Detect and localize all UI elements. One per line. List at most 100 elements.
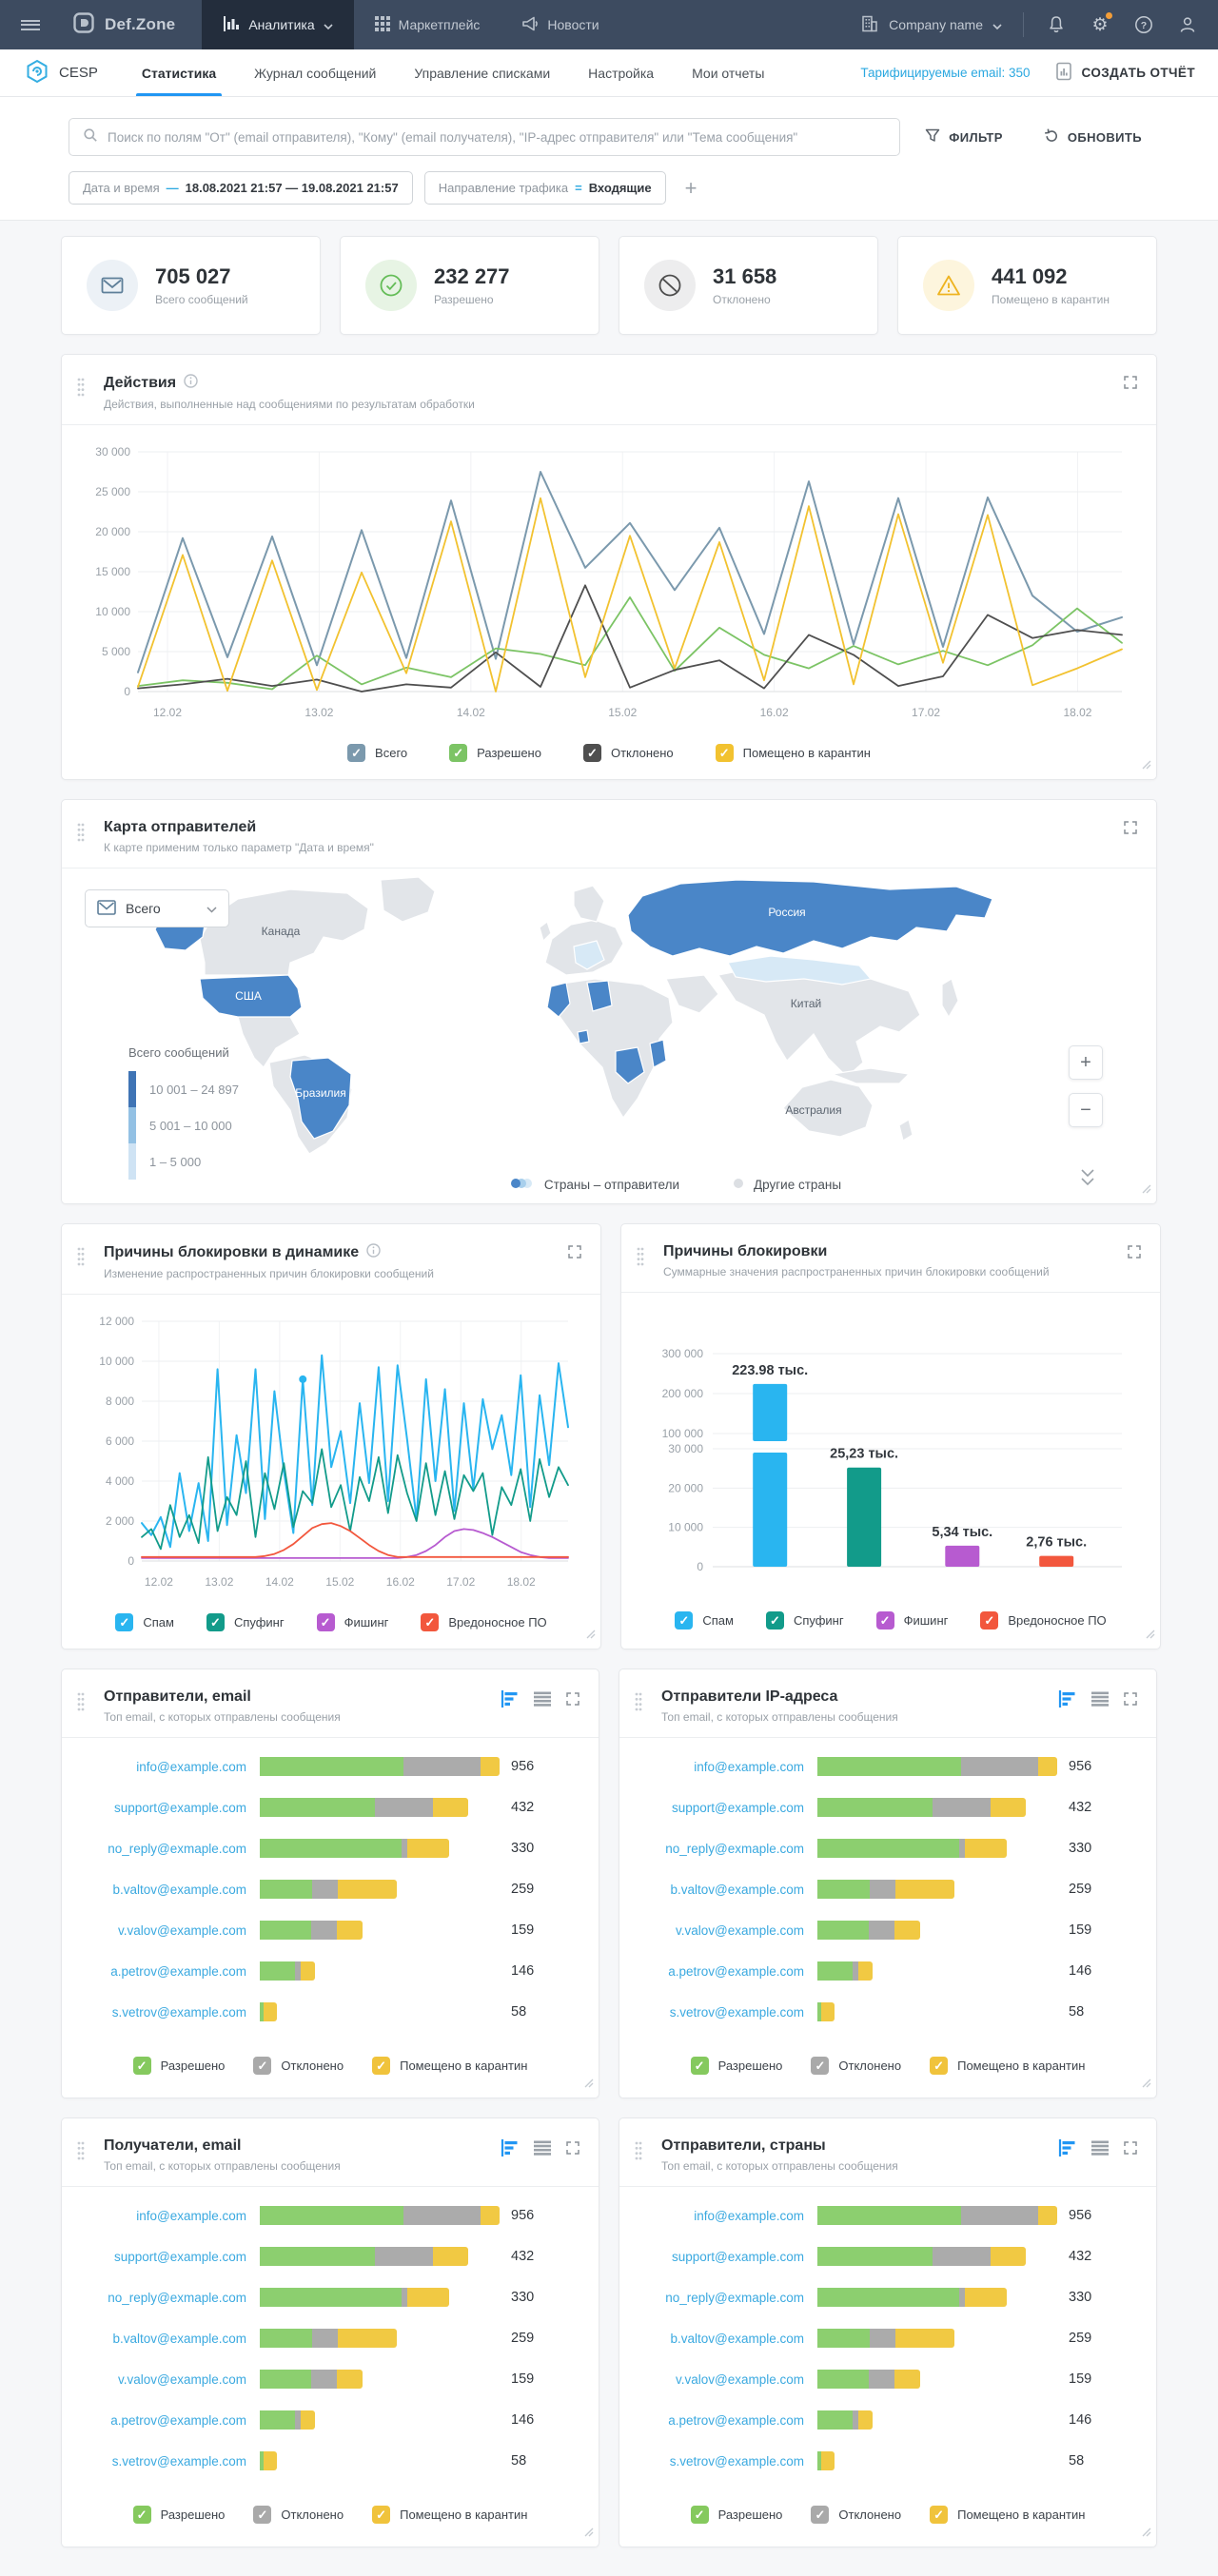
resize-handle[interactable] xyxy=(1142,2525,1151,2542)
email-link[interactable]: b.valtov@example.com xyxy=(670,2331,804,2346)
legend-checkbox-item[interactable]: ✓ Разрешено xyxy=(132,2506,225,2524)
bar-view-icon[interactable] xyxy=(501,1690,519,1708)
nav-item-news[interactable]: Новости xyxy=(501,0,619,49)
legend-checkbox-item[interactable]: ✓ Спуфинг xyxy=(206,1613,285,1631)
bar-view-icon[interactable] xyxy=(1058,1690,1076,1708)
expand-icon[interactable] xyxy=(1124,376,1137,394)
bar-view-icon[interactable] xyxy=(501,2139,519,2156)
drag-handle-icon[interactable] xyxy=(77,1692,85,1716)
expand-icon[interactable] xyxy=(566,1692,580,1706)
drag-handle-icon[interactable] xyxy=(77,1247,85,1271)
info-icon[interactable] xyxy=(184,374,198,393)
resize-handle[interactable] xyxy=(1142,757,1151,774)
email-link[interactable]: s.vetrov@example.com xyxy=(669,2453,804,2469)
libya[interactable] xyxy=(586,980,613,1012)
product-switcher[interactable]: CESP xyxy=(19,49,123,96)
legend-checkbox-item[interactable]: ✓ Отклонено xyxy=(811,2506,901,2524)
drag-handle-icon[interactable] xyxy=(635,2141,642,2165)
expand-icon[interactable] xyxy=(1124,1692,1137,1706)
table-view-icon[interactable] xyxy=(1091,1691,1109,1707)
legend-checkbox-item[interactable]: ✓ Спам xyxy=(675,1611,734,1630)
email-link[interactable]: support@example.com xyxy=(671,2249,804,2264)
email-link[interactable]: info@example.com xyxy=(136,1759,246,1774)
legend-checkbox-item[interactable]: ✓ Разрешено xyxy=(449,744,541,762)
company-selector[interactable]: Company name xyxy=(860,14,1002,36)
legend-checkbox-item[interactable]: ✓ Всего xyxy=(347,744,407,762)
info-icon[interactable] xyxy=(366,1243,381,1262)
legend-checkbox-item[interactable]: ✓ Разрешено xyxy=(132,2057,225,2075)
legend-checkbox-item[interactable]: ✓ Отклонено xyxy=(253,2506,344,2524)
legend-checkbox-item[interactable]: ✓ Помещено в карантин xyxy=(930,2506,1085,2524)
email-link[interactable]: s.vetrov@example.com xyxy=(111,2004,246,2020)
world-map[interactable]: Канада США Россия Китай Бразилия Австрал… xyxy=(147,872,1061,1158)
tab-my-reports[interactable]: Мои отчеты xyxy=(692,65,765,81)
nav-item-analytics[interactable]: Аналитика xyxy=(202,0,354,49)
tab-message-log[interactable]: Журнал сообщений xyxy=(254,65,377,81)
email-link[interactable]: a.petrov@example.com xyxy=(110,2412,246,2428)
table-view-icon[interactable] xyxy=(534,2140,551,2156)
map-collapse-button[interactable] xyxy=(1072,1158,1103,1198)
country-brazil[interactable] xyxy=(289,1057,352,1140)
drag-handle-icon[interactable] xyxy=(77,823,85,847)
drag-handle-icon[interactable] xyxy=(77,378,85,401)
expand-icon[interactable] xyxy=(1124,2141,1137,2155)
email-link[interactable]: no_reply@exmaple.com xyxy=(665,2290,804,2305)
resize-handle[interactable] xyxy=(586,1627,596,1644)
user-profile-icon[interactable] xyxy=(1176,13,1199,36)
drag-handle-icon[interactable] xyxy=(637,1247,644,1271)
email-link[interactable]: info@example.com xyxy=(694,1759,804,1774)
resize-handle[interactable] xyxy=(1142,1181,1151,1199)
legend-checkbox-item[interactable]: ✓ Отклонено xyxy=(582,744,674,762)
email-link[interactable]: s.vetrov@example.com xyxy=(111,2453,246,2469)
resize-handle[interactable] xyxy=(584,2525,594,2542)
resize-handle[interactable] xyxy=(1146,1627,1155,1644)
add-filter-button[interactable]: + xyxy=(678,176,705,201)
bar-view-icon[interactable] xyxy=(1058,2139,1076,2156)
country-australia[interactable] xyxy=(782,1079,874,1138)
morocco[interactable] xyxy=(546,982,571,1018)
email-link[interactable]: a.petrov@example.com xyxy=(668,1963,804,1979)
email-link[interactable]: support@example.com xyxy=(113,1800,246,1815)
legend-checkbox-item[interactable]: ✓ Отклонено xyxy=(253,2057,344,2075)
email-link[interactable]: b.valtov@example.com xyxy=(112,1882,246,1897)
drag-handle-icon[interactable] xyxy=(635,1692,642,1716)
legend-checkbox-item[interactable]: ✓ Помещено в карантин xyxy=(930,2057,1085,2075)
email-link[interactable]: v.valov@example.com xyxy=(676,1922,804,1938)
filter-chip-date[interactable]: Дата и время — 18.08.2021 21:57 — 19.08.… xyxy=(69,171,413,205)
legend-checkbox-item[interactable]: ✓ Фишинг xyxy=(875,1611,948,1630)
legend-checkbox-item[interactable]: ✓ Вредоносное ПО xyxy=(980,1611,1107,1630)
email-link[interactable]: info@example.com xyxy=(136,2208,246,2223)
dr-congo[interactable] xyxy=(615,1046,645,1084)
resize-handle[interactable] xyxy=(584,2076,594,2093)
expand-icon[interactable] xyxy=(1124,821,1137,839)
email-link[interactable]: info@example.com xyxy=(694,2208,804,2223)
search-input[interactable] xyxy=(108,129,887,145)
map-zoom-out-button[interactable]: − xyxy=(1069,1093,1103,1127)
email-link[interactable]: v.valov@example.com xyxy=(118,1922,246,1938)
legend-checkbox-item[interactable]: ✓ Спам xyxy=(115,1613,174,1631)
resize-handle[interactable] xyxy=(1142,2076,1151,2093)
expand-icon[interactable] xyxy=(568,1245,581,1263)
tab-settings[interactable]: Настройка xyxy=(588,65,655,81)
legend-checkbox-item[interactable]: ✓ Разрешено xyxy=(690,2057,782,2075)
email-link[interactable]: no_reply@exmaple.com xyxy=(665,1841,804,1856)
table-view-icon[interactable] xyxy=(1091,2140,1109,2156)
kenya[interactable] xyxy=(649,1039,667,1068)
legend-checkbox-item[interactable]: ✓ Отклонено xyxy=(811,2057,901,2075)
filter-chip-traffic-direction[interactable]: Направление трафика = Входящие xyxy=(423,171,666,205)
brand-logo[interactable]: Def.Zone xyxy=(61,0,202,49)
email-link[interactable]: a.petrov@example.com xyxy=(668,2412,804,2428)
email-link[interactable]: b.valtov@example.com xyxy=(112,2331,246,2346)
legend-checkbox-item[interactable]: ✓ Помещено в карантин xyxy=(715,744,871,762)
legend-checkbox-item[interactable]: ✓ Фишинг xyxy=(316,1613,388,1631)
map-metric-dropdown[interactable]: Всего xyxy=(85,889,229,927)
table-view-icon[interactable] xyxy=(534,1691,551,1707)
legend-checkbox-item[interactable]: ✓ Разрешено xyxy=(690,2506,782,2524)
nav-item-marketplace[interactable]: Маркетплейс xyxy=(354,0,501,49)
expand-icon[interactable] xyxy=(566,2141,580,2155)
central-europe-region[interactable] xyxy=(573,940,605,970)
email-link[interactable]: a.petrov@example.com xyxy=(110,1963,246,1979)
legend-checkbox-item[interactable]: ✓ Спуфинг xyxy=(765,1611,844,1630)
map-zoom-in-button[interactable]: + xyxy=(1069,1045,1103,1080)
hamburger-menu-icon[interactable] xyxy=(0,0,61,49)
